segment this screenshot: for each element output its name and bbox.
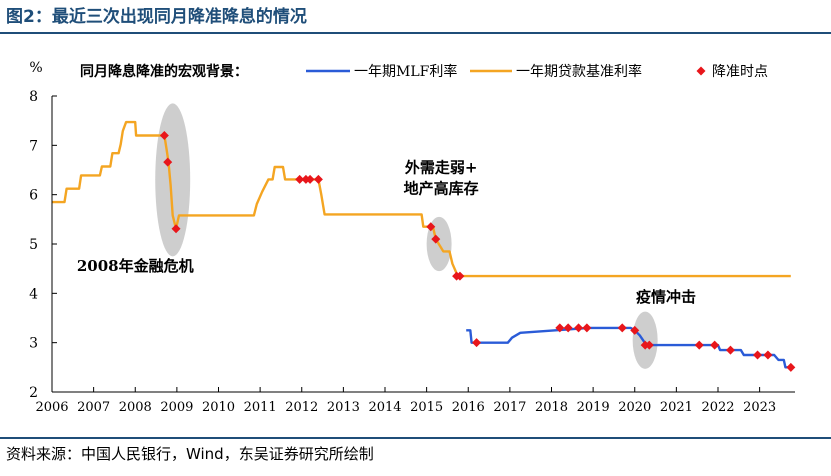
- rrr-cut-marker-21: [694, 340, 704, 350]
- rrr-cut-marker-24: [753, 350, 763, 360]
- rrr-cut-marker-2: [163, 157, 173, 167]
- marker-layer: [159, 130, 796, 372]
- rrr-cut-marker-4: [295, 174, 305, 184]
- x-tick-label-2007: 2007: [77, 400, 110, 415]
- rrr-cut-marker-3: [171, 224, 181, 234]
- rrr-cut-marker-11: [455, 271, 465, 281]
- title-rule: [0, 32, 831, 34]
- x-tick-label-2022: 2022: [701, 400, 734, 415]
- highlight-ellipse-1: [155, 103, 191, 257]
- x-tick-label-2009: 2009: [160, 400, 193, 415]
- series-line-mlf: [466, 326, 790, 369]
- rrr-cut-marker-15: [574, 323, 584, 333]
- x-tick-label-2023: 2023: [743, 400, 776, 415]
- x-tick-label-2010: 2010: [202, 400, 235, 415]
- legend-label-lpr: 一年期贷款基准利率: [516, 63, 642, 80]
- x-tick-label-2014: 2014: [368, 400, 401, 415]
- rrr-cut-marker-9: [431, 234, 441, 244]
- rrr-cut-marker-14: [563, 323, 573, 333]
- legend-label-mlf: 一年期MLF利率: [354, 63, 457, 80]
- legend-swatch-rrr: [696, 66, 706, 76]
- rrr-cut-marker-17: [617, 323, 627, 333]
- y-tick-label-3: 3: [29, 336, 38, 352]
- rrr-cut-marker-7: [313, 174, 323, 184]
- rrr-cut-marker-16: [582, 323, 592, 333]
- highlight-ellipse-3: [632, 311, 658, 369]
- rrr-cut-marker-20: [644, 340, 654, 350]
- annotation-2-line-1: 外需走弱+: [404, 158, 478, 176]
- x-tick-label-2018: 2018: [535, 400, 568, 415]
- chart-title: 同月降息降准的宏观背景：: [80, 63, 248, 80]
- rrr-cut-marker-12: [472, 338, 482, 348]
- x-tick-label-2011: 2011: [244, 400, 277, 415]
- y-tick-label-4: 4: [29, 286, 38, 302]
- x-tick-label-2016: 2016: [452, 400, 485, 415]
- legend-label-rrr: 降准时点: [712, 64, 768, 80]
- rrr-cut-marker-8: [426, 222, 436, 232]
- annotation-3: 疫情冲击: [636, 288, 696, 306]
- x-tick-label-2012: 2012: [285, 400, 318, 415]
- annotation-1: 2008年金融危机: [77, 257, 194, 275]
- annotation-2-line-2: 地产高库存: [404, 179, 479, 197]
- x-tick-label-2019: 2019: [577, 400, 610, 415]
- y-tick-label-8: 8: [29, 89, 38, 105]
- rrr-cut-marker-23: [725, 345, 735, 355]
- rrr-cut-marker-13: [555, 323, 565, 333]
- chart: 2 3 4 5 6 7 8 2006 2007 2008 2009 2010 2011 2012 2013 2…: [29, 60, 796, 415]
- y-tick-label-6: 6: [29, 188, 38, 204]
- rrr-cut-marker-1: [159, 130, 169, 140]
- source-note: 资料来源：中国人民银行，Wind，东吴证券研究所绘制: [6, 445, 374, 463]
- x-tick-label-2008: 2008: [119, 400, 152, 415]
- x-tick-label-2015: 2015: [410, 400, 443, 415]
- rrr-cut-marker-22: [710, 340, 720, 350]
- y-tick-label-7: 7: [29, 138, 38, 154]
- legend: 一年期MLF利率 一年期贷款基准利率 降准时点: [306, 63, 768, 80]
- figure-title: 图2：最近三次出现同月降准降息的情况: [6, 7, 307, 27]
- axes-layer: 2 3 4 5 6 7 8 2006 2007 2008 2009 2010 2011 2012 2013 2…: [29, 60, 795, 415]
- source-rule: [0, 437, 831, 439]
- x-tick-label-2006: 2006: [35, 400, 68, 415]
- x-tick-label-2013: 2013: [327, 400, 360, 415]
- x-tick-label-2020: 2020: [618, 400, 651, 415]
- rrr-cut-marker-18: [630, 325, 640, 335]
- y-tick-label-2: 2: [29, 385, 38, 401]
- rrr-cut-marker-25: [763, 350, 773, 360]
- rrr-cut-marker-6: [305, 174, 315, 184]
- x-tick-label-2017: 2017: [493, 400, 526, 415]
- rrr-cut-marker-26: [786, 362, 796, 372]
- x-tick-label-2021: 2021: [660, 400, 693, 415]
- y-tick-label-5: 5: [29, 237, 38, 253]
- y-axis-unit: %: [29, 60, 42, 76]
